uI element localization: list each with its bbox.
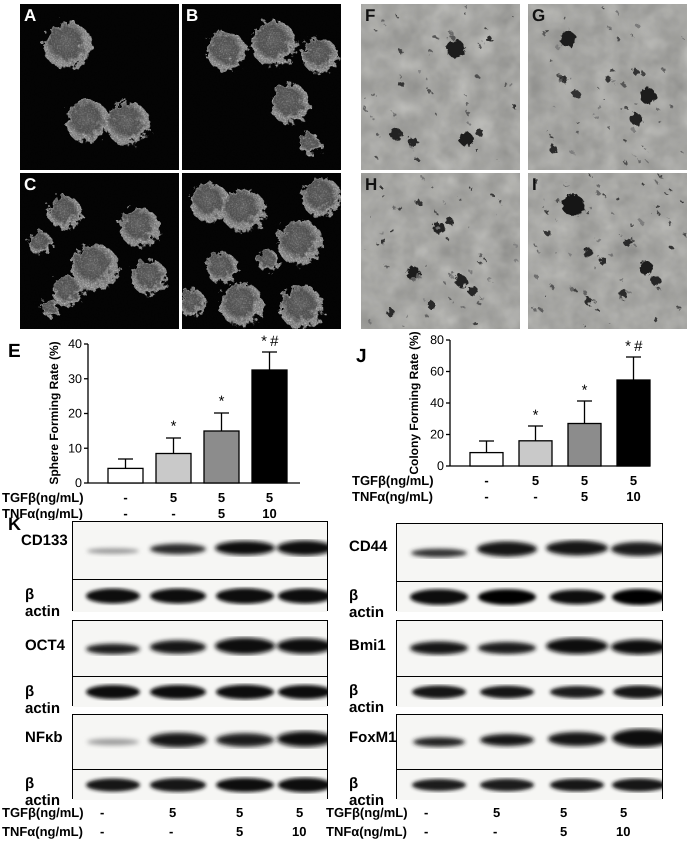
svg-text:0: 0 bbox=[437, 459, 444, 473]
svg-text:5: 5 bbox=[581, 489, 588, 504]
svg-text:5: 5 bbox=[581, 473, 588, 488]
svg-text:-: - bbox=[533, 489, 537, 504]
svg-text:10: 10 bbox=[68, 441, 82, 455]
svg-text:5: 5 bbox=[218, 490, 225, 505]
svg-text:5: 5 bbox=[170, 490, 177, 505]
svg-text:80: 80 bbox=[430, 333, 444, 347]
svg-text:5: 5 bbox=[266, 490, 273, 505]
svg-text:20: 20 bbox=[430, 428, 444, 442]
svg-text:40: 40 bbox=[68, 337, 82, 351]
svg-text:40: 40 bbox=[430, 396, 444, 410]
svg-text:*: * bbox=[219, 393, 225, 410]
svg-text:* #: * # bbox=[625, 338, 643, 355]
svg-text:30: 30 bbox=[68, 372, 82, 386]
svg-text:Colony Forming Rate (%): Colony Forming Rate (%) bbox=[407, 331, 421, 474]
svg-text:-: - bbox=[123, 490, 127, 505]
svg-text:J: J bbox=[356, 346, 367, 367]
svg-text:10: 10 bbox=[626, 489, 640, 504]
svg-text:TNFα(ng/mL): TNFα(ng/mL) bbox=[352, 489, 433, 504]
svg-text:-: - bbox=[484, 473, 488, 488]
svg-text:*: * bbox=[533, 407, 539, 424]
svg-text:*: * bbox=[171, 418, 177, 435]
svg-text:5: 5 bbox=[630, 473, 637, 488]
svg-text:5: 5 bbox=[532, 473, 539, 488]
svg-text:-: - bbox=[484, 489, 488, 504]
svg-text:* #: * # bbox=[261, 333, 279, 350]
svg-text:20: 20 bbox=[68, 407, 82, 421]
svg-text:*: * bbox=[582, 382, 588, 399]
svg-text:E: E bbox=[8, 341, 21, 362]
svg-text:60: 60 bbox=[430, 365, 444, 379]
svg-text:TGFβ(ng/mL): TGFβ(ng/mL) bbox=[352, 473, 434, 488]
svg-text:0: 0 bbox=[75, 476, 82, 490]
svg-text:Sphere Forming Rate (%): Sphere Forming Rate (%) bbox=[47, 341, 61, 484]
svg-text:TGFβ(ng/mL): TGFβ(ng/mL) bbox=[2, 490, 84, 505]
